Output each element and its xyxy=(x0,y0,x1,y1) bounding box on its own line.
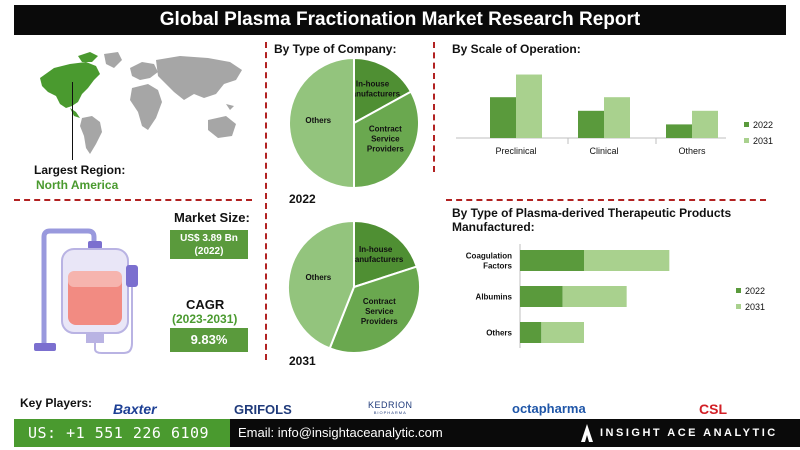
logo-kedrion: KEDRION BIOPHARMA xyxy=(368,400,413,415)
pie-slice-others xyxy=(287,219,355,350)
footer-email: Email: info@insightaceanalytic.com xyxy=(238,425,443,440)
pie-year-2022: 2022 xyxy=(289,192,316,206)
pie-slice-others xyxy=(288,56,355,190)
logo-kedrion-name: KEDRION xyxy=(368,400,413,410)
legend-label-2022: 2022 xyxy=(745,286,765,296)
logo-kedrion-sub: BIOPHARMA xyxy=(373,410,407,415)
cagr-value: 9.83% xyxy=(170,328,248,352)
scale-bar-chart: Preclinical Clinical Others 2022 2031 xyxy=(456,74,773,156)
key-players-label: Key Players: xyxy=(20,396,93,410)
bar-2022-preclinical xyxy=(490,97,516,138)
bar-2022-others xyxy=(666,124,692,138)
logo-octapharma: octapharma xyxy=(512,401,586,416)
market-size-box: US$ 3.89 Bn (2022) xyxy=(170,230,248,259)
pie-label: Contract Service Providers xyxy=(361,297,398,326)
bar-2031-others xyxy=(541,322,584,343)
x-tick-label: Preclinical xyxy=(495,146,536,156)
iv-bag-icon xyxy=(34,228,138,354)
world-map-icon xyxy=(40,52,242,154)
bar-2022-albumins xyxy=(520,286,563,307)
report-title: Global Plasma Fractionation Market Resea… xyxy=(14,5,786,35)
bar-2031-clinical xyxy=(604,97,630,138)
cagr-label: CAGR xyxy=(186,297,225,312)
pie-year-2031: 2031 xyxy=(289,354,316,368)
pie-chart-2022: In-house Manufacturers Contract Service Prov… xyxy=(288,56,420,190)
brand-logo-icon xyxy=(581,424,593,442)
x-tick-label: Others xyxy=(678,146,706,156)
divider-left xyxy=(265,42,267,360)
x-tick-label: Clinical xyxy=(589,146,618,156)
footer-phone: US: +1 551 226 6109 xyxy=(14,419,230,447)
pie-label: Others xyxy=(305,273,331,282)
largest-region-label: Largest Region: xyxy=(34,163,126,177)
y-tick-label: Others xyxy=(486,329,512,338)
pie-slice-contract-service-providers xyxy=(353,90,420,190)
divider-right xyxy=(433,42,435,172)
logo-csl: CSL xyxy=(699,401,727,417)
divider-horizontal-left xyxy=(14,199,252,201)
pie-slice-in-house-manufacturers xyxy=(353,219,419,289)
pie-label: Contract Service Providers xyxy=(367,125,404,154)
market-size-label: Market Size: xyxy=(174,210,250,225)
y-tick-label: Albumins xyxy=(476,293,513,302)
cagr-period: (2023-2031) xyxy=(172,312,238,326)
bar-2022-coagulation-factors xyxy=(520,250,584,271)
footer-bar: Email: info@insightaceanalytic.com INSIG… xyxy=(230,419,800,447)
logo-baxter: Baxter xyxy=(113,401,157,417)
pie-label: In-house Manufacturers xyxy=(345,80,401,99)
scale-title: By Scale of Operation: xyxy=(452,42,581,56)
company-type-title: By Type of Company: xyxy=(274,42,397,56)
legend-label-2022: 2022 xyxy=(753,120,773,130)
pie-label: In-house Manufacturers xyxy=(348,245,404,264)
bar-2022-others xyxy=(520,322,542,343)
legend-label-2031: 2031 xyxy=(745,302,765,312)
market-size-value: US$ 3.89 Bn xyxy=(180,233,238,244)
legend-swatch-2031 xyxy=(736,304,741,309)
y-tick-label: Coagulation Factors xyxy=(466,252,513,271)
pie-slice-in-house-manufacturers xyxy=(353,56,413,125)
pie-slice-contract-service-providers xyxy=(328,265,421,354)
pie-label: Others xyxy=(305,116,331,125)
bar-2031-others xyxy=(692,110,718,138)
pie-chart-2031: In-house Manufacturers Contract Service Prov… xyxy=(287,219,421,354)
legend-label-2031: 2031 xyxy=(753,136,773,146)
footer-brand: INSIGHT ACE ANALYTIC xyxy=(600,427,778,439)
bar-2031-preclinical xyxy=(516,74,542,138)
divider-horizontal-right xyxy=(446,199,766,201)
bar-2022-clinical xyxy=(578,110,604,138)
market-size-year: (2022) xyxy=(194,246,224,257)
logo-grifols: GRIFOLS xyxy=(234,402,292,417)
legend-swatch-2022 xyxy=(744,122,749,127)
bar-2031-coagulation-factors xyxy=(584,250,670,271)
products-title: By Type of Plasma-derived Therapeutic Pr… xyxy=(452,206,732,234)
region-pointer-line xyxy=(72,82,73,160)
legend-swatch-2022 xyxy=(736,288,741,293)
products-bar-chart: Coagulation Factors Albumins Others 2022 2031 xyxy=(466,244,765,348)
legend-swatch-2031 xyxy=(744,138,749,143)
bar-2031-albumins xyxy=(562,286,627,307)
largest-region-value: North America xyxy=(36,178,119,192)
